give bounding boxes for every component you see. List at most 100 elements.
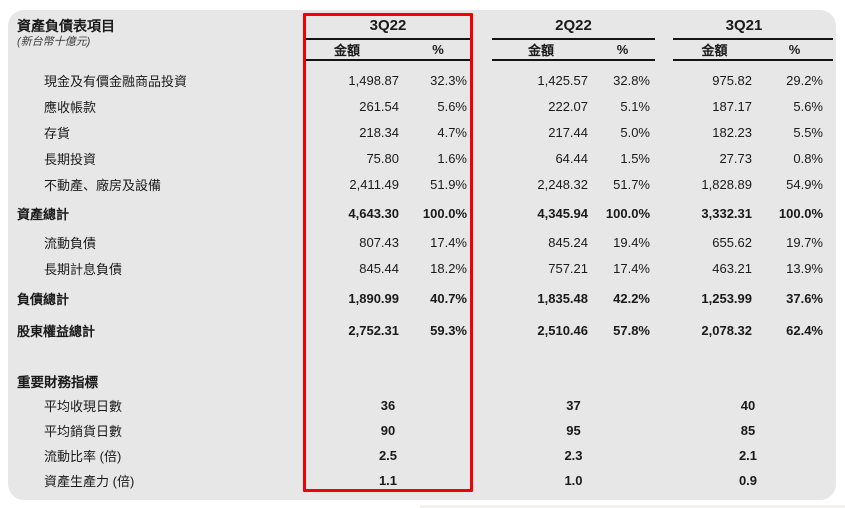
cell-3q22-amount: 1,890.99 [348,290,399,306]
cell-2q22-amount: 64.44 [555,150,588,166]
metric-2q22-value: 1.0 [564,473,583,488]
row-label: 長期投資 [44,151,97,167]
cell-3q21-amount: 1,828.89 [701,176,752,192]
cell-2q22-amount: 845.24 [548,234,588,250]
cell-3q22-percent: 100.0% [422,205,467,221]
table-row-cash-investments: 現金及有價金融商品投資 1,498.87 32.3% 1,425.57 32.8… [8,67,836,93]
row-label: 應收帳款 [44,99,97,115]
cell-3q22-amount: 2,752.31 [348,322,399,338]
cell-3q21-percent: 19.7% [786,234,823,250]
table-row-current-liabilities: 流動負債 807.43 17.4% 845.24 19.4% 655.62 19… [8,229,836,255]
metric-2q22-value: 95 [566,423,581,438]
metric-3q21-value: 2.1 [738,448,758,463]
metric-3q21-value: 85 [740,423,756,438]
table-row-long-term-debt: 長期計息負債 845.44 18.2% 757.21 17.4% 463.21 … [8,255,836,281]
cell-3q21-percent: 100.0% [778,205,823,221]
table-row-long-term-investments: 長期投資 75.80 1.6% 64.44 1.5% 27.73 0.8% [8,145,836,171]
metric-3q22-value: 90 [380,423,396,438]
cell-3q22-percent: 59.3% [430,322,467,338]
percent-column-header: % [616,42,629,57]
metric-3q22-value: 36 [380,398,396,413]
cell-2q22-percent: 57.8% [613,322,650,338]
metric-2q22-value: 37 [566,398,581,413]
cell-2q22-amount: 217.44 [548,124,588,140]
cell-3q22-amount: 1,498.87 [348,72,399,88]
slide-bottom-edge [420,505,845,508]
cell-2q22-percent: 42.2% [613,290,650,306]
row-label: 不動產、廠房及設備 [44,177,162,193]
row-label: 負債總計 [17,291,70,307]
row-label: 現金及有價金融商品投資 [44,73,188,89]
percent-column-header: % [788,42,801,57]
row-label: 平均銷貨日數 [44,424,123,439]
metric-row-days-of-inventory: 平均銷貨日數 90 95 85 [8,418,836,443]
amount-column-header: 金額 [701,43,728,58]
cell-3q22-percent: 18.2% [430,260,467,276]
cell-3q22-amount: 807.43 [359,234,399,250]
metric-3q22-value: 2.5 [378,448,398,463]
cell-3q21-amount: 463.21 [712,260,752,276]
cell-2q22-amount: 757.21 [548,260,588,276]
subheader-row: 金額 % 金額 % 金額 % [8,40,836,61]
column-header-3q21: 3Q21 [673,13,833,40]
metric-3q22-value: 1.1 [378,473,398,488]
table-row-inventory: 存貨 218.34 4.7% 217.44 5.0% 182.23 5.5% [8,119,836,145]
cell-3q22-percent: 4.7% [437,124,467,140]
row-label: 存貨 [44,125,71,141]
cell-3q22-percent: 40.7% [430,290,467,306]
cell-2q22-percent: 5.0% [620,124,650,140]
cell-3q22-amount: 75.80 [366,150,399,166]
cell-3q22-percent: 5.6% [437,98,467,114]
metrics-section-title: 重要財務指標 [17,375,98,390]
metric-row-current-ratio: 流動比率 (倍) 2.5 2.3 2.1 [8,443,836,468]
cell-2q22-amount: 2,510.46 [537,322,588,338]
cell-3q22-amount: 2,411.49 [349,176,399,192]
row-label: 資產生產力 (倍) [44,474,135,489]
subheader-3q22: 金額 % [303,40,473,61]
column-gap [473,40,492,61]
row-label: 流動負債 [44,235,97,251]
cell-3q21-amount: 27.73 [719,150,752,166]
subheader-3q21: 金額 % [673,40,833,61]
cell-3q21-amount: 187.17 [712,98,752,114]
cell-3q21-percent: 37.6% [786,290,823,306]
column-gap [473,13,492,40]
cell-2q22-amount: 2,248.32 [537,176,588,192]
cell-3q21-percent: 5.5% [793,124,823,140]
row-label: 股東權益總計 [17,323,96,339]
cell-2q22-amount: 1,425.57 [537,72,588,88]
cell-3q21-percent: 5.6% [793,98,823,114]
metric-3q21-value: 0.9 [738,473,758,488]
cell-2q22-percent: 17.4% [613,260,650,276]
cell-3q21-percent: 29.2% [786,72,823,88]
cell-3q22-amount: 4,643.30 [348,205,399,221]
cell-3q21-amount: 3,332.31 [701,205,752,221]
table-title: 資產負債表項目 [17,18,115,34]
cell-2q22-percent: 51.7% [613,176,650,192]
quarter-header-row: 3Q22 2Q22 3Q21 [8,13,836,40]
amount-column-header: 金額 [527,43,554,58]
cell-3q22-amount: 218.34 [359,124,399,140]
cell-3q21-amount: 975.82 [712,72,752,88]
table-row-total-assets: 資產總計 4,643.30 100.0% 4,345.94 100.0% 3,3… [8,197,836,229]
percent-column-header: % [432,42,444,57]
row-label: 流動比率 (倍) [44,449,122,464]
cell-3q21-percent: 54.9% [786,176,823,192]
balance-sheet-card: 資產負債表項目 (新台幣十億元) 3Q22 2Q22 3Q21 金額 % 金額 … [8,10,836,500]
cell-3q22-percent: 1.6% [437,150,467,166]
cell-3q22-amount: 261.54 [359,98,399,114]
cell-3q22-percent: 51.9% [430,176,467,192]
metric-row-days-sales-outstanding: 平均收現日數 36 37 40 [8,393,836,418]
amount-column-header: 金額 [333,43,360,58]
table-title-block: 資產負債表項目 (新台幣十億元) [17,17,297,50]
cell-2q22-amount: 4,345.94 [537,205,588,221]
cell-3q21-amount: 182.23 [712,124,752,140]
cell-3q21-percent: 0.8% [793,150,823,166]
table-row-property-plant-equipment: 不動產、廠房及設備 2,411.49 51.9% 2,248.32 51.7% … [8,171,836,197]
cell-2q22-percent: 32.8% [613,72,650,88]
cell-2q22-percent: 100.0% [605,205,650,221]
metric-2q22-value: 2.3 [564,448,583,463]
cell-2q22-percent: 1.5% [620,150,650,166]
table-unit-subtitle: (新台幣十億元) [17,36,91,48]
row-label: 平均收現日數 [44,399,123,414]
